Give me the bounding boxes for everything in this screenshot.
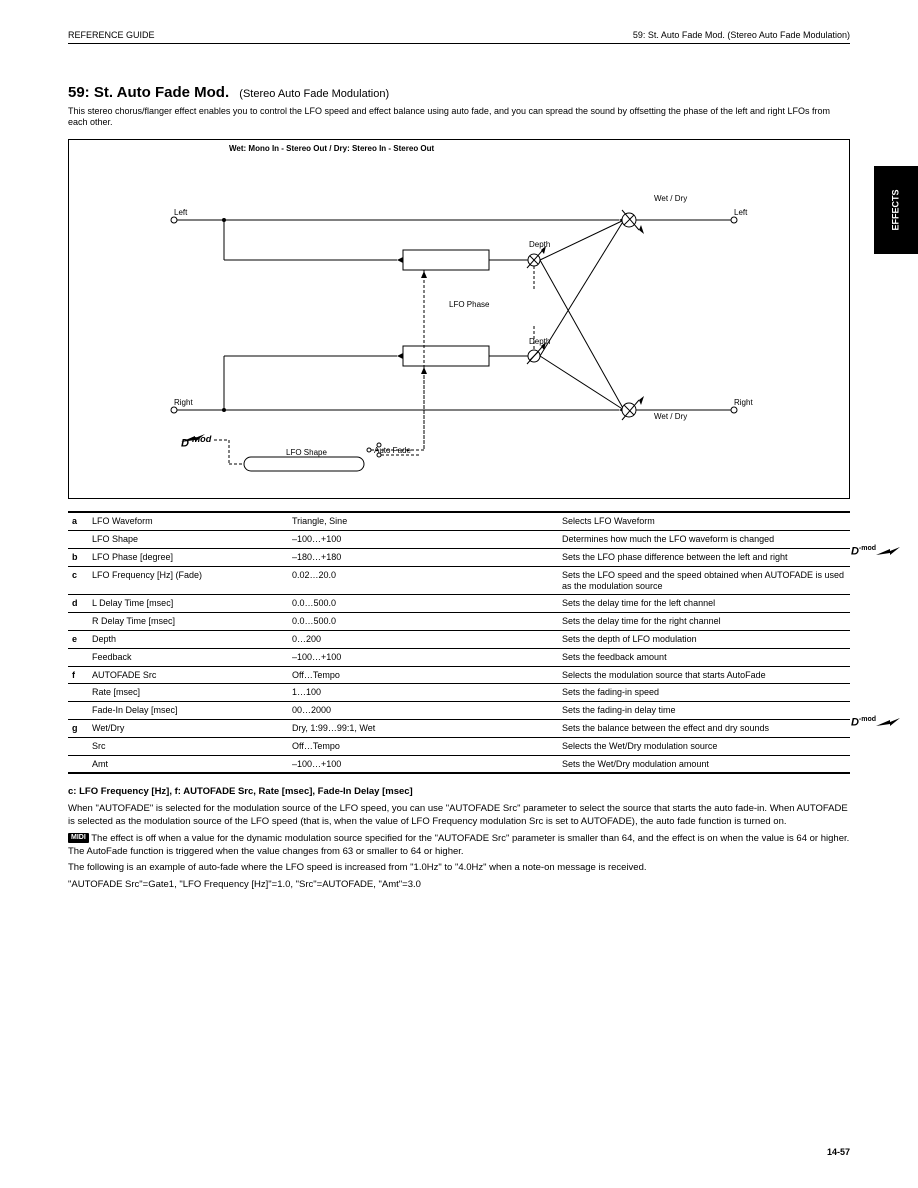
param-desc: Selects the Wet/Dry modulation source: [558, 737, 850, 755]
param-range: Triangle, Sine: [288, 512, 558, 530]
param-desc: Selects LFO Waveform: [558, 512, 850, 530]
param-idx: [68, 755, 88, 773]
table-row: bLFO Phase [degree]–180…+180Sets the LFO…: [68, 548, 850, 566]
param-idx: a: [68, 512, 88, 530]
param-range: 0.0…500.0: [288, 613, 558, 631]
param-table-wrap: aLFO WaveformTriangle, SineSelects LFO W…: [68, 511, 850, 774]
param-desc: Sets the LFO speed and the speed obtaine…: [558, 566, 850, 595]
param-desc: Sets the fading-in speed: [558, 684, 850, 702]
param-name: L Delay Time [msec]: [88, 595, 288, 613]
effect-title: 59: St. Auto Fade Mod. (Stereo Auto Fade…: [68, 84, 850, 102]
param-range: 00…2000: [288, 702, 558, 720]
param-range: Off…Tempo: [288, 666, 558, 684]
param-desc: Sets the feedback amount: [558, 648, 850, 666]
notes-midi: The effect is off when a value for the d…: [68, 833, 849, 857]
param-desc: Sets the Wet/Dry modulation amount: [558, 755, 850, 773]
parameter-table: aLFO WaveformTriangle, SineSelects LFO W…: [68, 511, 850, 774]
side-tab: EFFECTS: [874, 166, 918, 254]
param-range: 1…100: [288, 684, 558, 702]
page-number: 14-57: [827, 1147, 850, 1158]
param-desc: Sets the delay time for the left channel: [558, 595, 850, 613]
effect-number: 59: St. Auto Fade Mod.: [68, 84, 229, 101]
param-desc: Sets the delay time for the right channe…: [558, 613, 850, 631]
param-name: Amt: [88, 755, 288, 773]
param-range: –100…+100: [288, 531, 558, 549]
table-row: Amt–100…+100Sets the Wet/Dry modulation …: [68, 755, 850, 773]
param-idx: b: [68, 548, 88, 566]
param-desc: Sets the fading-in delay time: [558, 702, 850, 720]
signal-flow-diagram: Wet: Mono In - Stereo Out / Dry: Stereo …: [68, 139, 850, 499]
notes-section: c: LFO Frequency [Hz], f: AUTOFADE Src, …: [68, 786, 850, 892]
param-name: LFO Frequency [Hz] (Fade): [88, 566, 288, 595]
param-range: 0.0…500.0: [288, 595, 558, 613]
table-row: Rate [msec]1…100Sets the fading-in speed: [68, 684, 850, 702]
midi-badge: MIDI: [68, 833, 89, 843]
param-name: LFO Phase [degree]: [88, 548, 288, 566]
param-idx: g: [68, 719, 88, 737]
table-row: dL Delay Time [msec]0.0…500.0Sets the de…: [68, 595, 850, 613]
param-name: Src: [88, 737, 288, 755]
param-name: AUTOFADE Src: [88, 666, 288, 684]
param-name: Fade-In Delay [msec]: [88, 702, 288, 720]
param-name: R Delay Time [msec]: [88, 613, 288, 631]
param-name: LFO Shape: [88, 531, 288, 549]
param-name: Depth: [88, 630, 288, 648]
param-range: –180…+180: [288, 548, 558, 566]
param-name: Rate [msec]: [88, 684, 288, 702]
side-tab-label: EFFECTS: [891, 189, 902, 230]
param-range: –100…+100: [288, 648, 558, 666]
param-idx: [68, 648, 88, 666]
param-idx: [68, 613, 88, 631]
arrow-icon: [876, 718, 900, 728]
param-desc: Determines how much the LFO waveform is …: [558, 531, 850, 549]
param-name: Feedback: [88, 648, 288, 666]
param-range: 0…200: [288, 630, 558, 648]
param-desc: Sets the balance between the effect and …: [558, 719, 850, 737]
param-idx: d: [68, 595, 88, 613]
param-range: Dry, 1:99…99:1, Wet: [288, 719, 558, 737]
param-desc: Sets the LFO phase difference between th…: [558, 548, 850, 566]
notes-c-text: When "AUTOFADE" is selected for the modu…: [68, 803, 850, 829]
header-right: 59: St. Auto Fade Mod. (Stereo Auto Fade…: [633, 30, 850, 41]
table-row: LFO Shape–100…+100Determines how much th…: [68, 531, 850, 549]
table-row: fAUTOFADE SrcOff…TempoSelects the modula…: [68, 666, 850, 684]
notes-c-text2: The following is an example of auto-fade…: [68, 862, 850, 875]
param-idx: f: [68, 666, 88, 684]
param-idx: e: [68, 630, 88, 648]
param-desc: Sets the depth of LFO modulation: [558, 630, 850, 648]
diagram-svg: [69, 140, 849, 500]
param-range: 0.02…20.0: [288, 566, 558, 595]
table-row: aLFO WaveformTriangle, SineSelects LFO W…: [68, 512, 850, 530]
table-row: R Delay Time [msec]0.0…500.0Sets the del…: [68, 613, 850, 631]
table-row: cLFO Frequency [Hz] (Fade)0.02…20.0Sets …: [68, 566, 850, 595]
notes-c-head: c: LFO Frequency [Hz], f: AUTOFADE Src, …: [68, 786, 413, 797]
effect-subtitle: (Stereo Auto Fade Modulation): [239, 88, 389, 100]
table-row: Feedback–100…+100Sets the feedback amoun…: [68, 648, 850, 666]
arrow-icon: [876, 547, 900, 557]
dmod-icon: D-mod: [851, 545, 900, 559]
param-idx: [68, 702, 88, 720]
param-name: Wet/Dry: [88, 719, 288, 737]
notes-c-set: "AUTOFADE Src"=Gate1, "LFO Frequency [Hz…: [68, 879, 850, 892]
param-name: LFO Waveform: [88, 512, 288, 530]
param-range: Off…Tempo: [288, 737, 558, 755]
table-row: gWet/DryDry, 1:99…99:1, WetSets the bala…: [68, 719, 850, 737]
table-row: SrcOff…TempoSelects the Wet/Dry modulati…: [68, 737, 850, 755]
table-row: Fade-In Delay [msec]00…2000Sets the fadi…: [68, 702, 850, 720]
effect-description: This stereo chorus/flanger effect enable…: [68, 106, 850, 128]
header-left: REFERENCE GUIDE: [68, 30, 155, 41]
param-idx: [68, 737, 88, 755]
param-idx: [68, 684, 88, 702]
table-row: eDepth0…200Sets the depth of LFO modulat…: [68, 630, 850, 648]
dmod-icon: D-mod: [851, 716, 900, 730]
param-range: –100…+100: [288, 755, 558, 773]
param-idx: [68, 531, 88, 549]
param-desc: Selects the modulation source that start…: [558, 666, 850, 684]
param-idx: c: [68, 566, 88, 595]
